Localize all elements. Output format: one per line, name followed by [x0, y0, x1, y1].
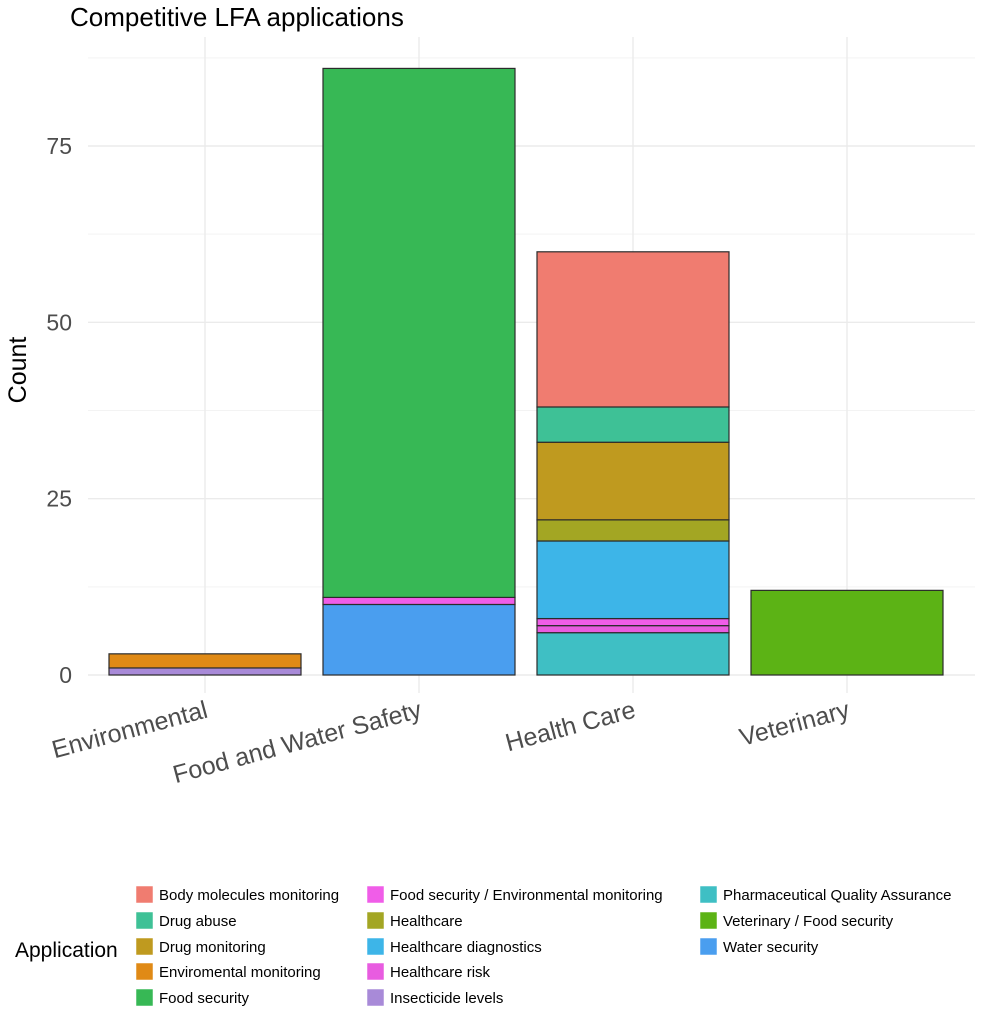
legend-swatch: [366, 911, 385, 930]
legend-swatch: [699, 911, 718, 930]
bar-segment: [536, 625, 730, 634]
legend-swatch: [135, 885, 154, 904]
y-tick-label: 50: [46, 309, 72, 335]
bars: [108, 67, 944, 676]
legend-label: Drug monitoring: [159, 939, 266, 956]
chart-title: Competitive LFA applications: [70, 2, 404, 32]
legend-swatch: [135, 962, 154, 981]
bar-segment: [108, 653, 302, 669]
legend-label: Enviromental monitoring: [159, 964, 321, 981]
bar-segment: [536, 441, 730, 521]
legend-swatch: [699, 937, 718, 956]
legend-label: Healthcare: [390, 913, 463, 930]
legend-label: Water security: [723, 939, 819, 956]
legend-label: Healthcare diagnostics: [390, 939, 542, 956]
legend-label: Body molecules monitoring: [159, 887, 339, 904]
bar-segment: [322, 603, 516, 676]
legend-swatch: [366, 937, 385, 956]
legend: Application Body molecules monitoring Dru…: [15, 885, 951, 1007]
y-tick-label: 75: [46, 133, 72, 159]
bar-segment: [322, 67, 516, 599]
legend-swatch: [366, 885, 385, 904]
legend-label: Pharmaceutical Quality Assurance: [723, 887, 951, 904]
y-axis-label: Count: [4, 337, 32, 404]
legend-title: Application: [15, 939, 118, 962]
bar-segment: [536, 617, 730, 627]
bar-segment: [536, 632, 730, 676]
x-tick-label: Veterinary: [737, 696, 853, 752]
x-tick-label: Health Care: [502, 696, 638, 758]
legend-label: Healthcare risk: [390, 964, 491, 981]
y-axis-ticks: 0 25 50 75: [46, 133, 72, 688]
x-tick-label: Food and Water Safety: [170, 696, 425, 789]
legend-swatch: [135, 937, 154, 956]
x-tick-label: Environmental: [49, 696, 211, 764]
bar-segment: [750, 589, 944, 676]
legend-swatch: [135, 911, 154, 930]
y-tick-label: 0: [59, 662, 72, 688]
bar-segment: [536, 251, 730, 408]
legend-label: Veterinary / Food security: [723, 913, 894, 930]
legend-swatch: [366, 988, 385, 1007]
legend-label: Insecticide levels: [390, 990, 503, 1007]
legend-label: Food security / Environmental monitoring: [390, 887, 663, 904]
bar-segment: [108, 667, 302, 676]
bar-segment: [536, 406, 730, 443]
legend-label: Food security: [159, 990, 250, 1007]
legend-swatch: [699, 885, 718, 904]
bar-segment: [322, 596, 516, 606]
y-tick-label: 25: [46, 486, 72, 512]
legend-swatch: [135, 988, 154, 1007]
legend-label: Drug abuse: [159, 913, 237, 930]
legend-swatch: [366, 962, 385, 981]
bar-segment: [536, 540, 730, 620]
bar-segment: [536, 519, 730, 542]
